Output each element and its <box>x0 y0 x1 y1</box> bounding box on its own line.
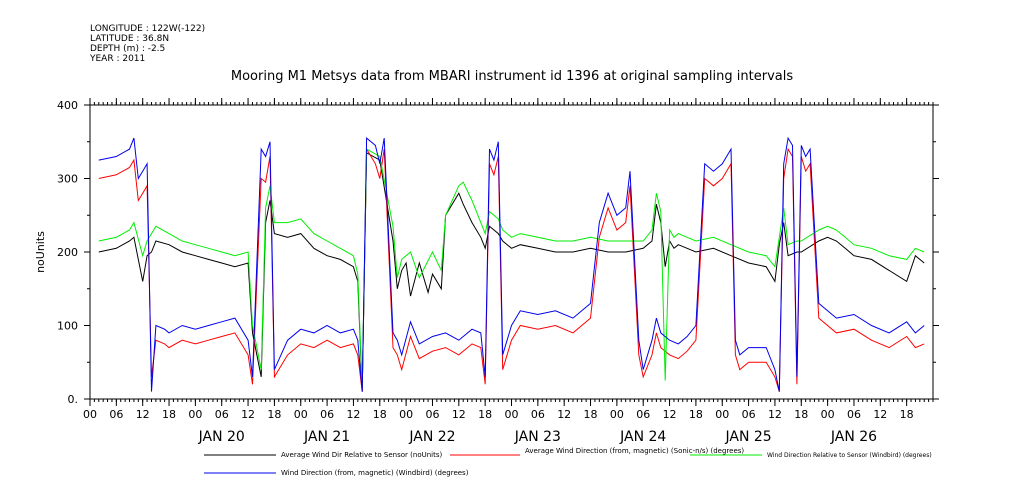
legend-label-wind-direction-relative: Wind Direction Relative to Sensor (Windb… <box>767 452 932 459</box>
x-tick-label: 18 <box>584 408 598 421</box>
x-tick-label: 12 <box>452 408 466 421</box>
meta-year: YEAR : 2011 <box>89 54 145 64</box>
x-tick-label: 06 <box>425 408 439 421</box>
x-day-label: JAN 26 <box>830 429 877 445</box>
series-line-1 <box>98 147 925 392</box>
series-line-2 <box>98 148 925 389</box>
x-tick-label: 12 <box>768 408 782 421</box>
x-day-label: JAN 23 <box>514 429 561 445</box>
series-line-0 <box>98 151 925 392</box>
legend-label-wind-direction-from: Wind Direction (from, magnetic) (Windbir… <box>281 469 469 477</box>
legend-label-avg-wind-direction-text: Average Wind Direction (from, magnetic) … <box>525 447 744 455</box>
x-tick-label: 00 <box>610 408 624 421</box>
x-tick-label: 12 <box>241 408 255 421</box>
x-tick-label: 06 <box>320 408 334 421</box>
x-tick-label: 00 <box>821 408 835 421</box>
chart-title: Mooring M1 Metsys data from MBARI instru… <box>231 69 793 84</box>
x-tick-label: 18 <box>478 408 492 421</box>
x-tick-label: 06 <box>847 408 861 421</box>
x-day-label: JAN 20 <box>198 429 245 445</box>
x-tick-label: 12 <box>557 408 571 421</box>
axis-layer: 0. 100 200 300 400 00 06 12 18 00 06 12 18 00 06 12 18 00… <box>57 98 939 445</box>
x-tick-label: 00 <box>399 408 413 421</box>
x-tick-label: 06 <box>109 408 123 421</box>
x-tick-label: 06 <box>636 408 650 421</box>
x-tick-label: 18 <box>267 408 281 421</box>
y-tick-label: 300 <box>57 173 78 186</box>
y-axis-label: noUnits <box>34 231 47 273</box>
x-tick-label: 00 <box>188 408 202 421</box>
legend-label-avg-wind-direction: Average Wind Direction (from, magnetic) … <box>525 447 744 455</box>
meta-depth: DEPTH (m) : -2.5 <box>90 44 165 54</box>
meta-longitude: LONGITUDE : 122W(-122) <box>90 24 205 34</box>
series-line-3 <box>98 136 925 392</box>
x-day-label: JAN 24 <box>619 429 666 445</box>
y-tick-label: 200 <box>57 246 78 259</box>
x-tick-label: 18 <box>689 408 703 421</box>
x-tick-label: 18 <box>900 408 914 421</box>
x-tick-label: 18 <box>794 408 808 421</box>
plot-frame <box>89 104 934 400</box>
x-tick-label: 12 <box>663 408 677 421</box>
x-tick-label: 06 <box>531 408 545 421</box>
meta-latitude: LATITUDE : 36.8N <box>90 34 169 44</box>
x-tick-label: 18 <box>162 408 176 421</box>
x-day-label: JAN 22 <box>408 429 455 445</box>
series-layer <box>98 136 925 392</box>
x-tick-label: 06 <box>215 408 229 421</box>
x-day-label: JAN 21 <box>303 429 350 445</box>
x-tick-label: 06 <box>742 408 756 421</box>
x-day-label: JAN 25 <box>724 429 771 445</box>
x-tick-label: 00 <box>83 408 97 421</box>
x-tick-label: 12 <box>136 408 150 421</box>
y-tick-label: 0. <box>68 393 79 406</box>
y-tick-label: 100 <box>57 320 78 333</box>
y-tick-label: 400 <box>57 99 78 112</box>
x-tick-label: 18 <box>373 408 387 421</box>
x-tick-label: 12 <box>873 408 887 421</box>
x-tick-label: 00 <box>715 408 729 421</box>
x-tick-label: 00 <box>294 408 308 421</box>
legend: Average Wind Dir Relative to Sensor (noU… <box>204 447 932 477</box>
x-tick-label: 00 <box>505 408 519 421</box>
legend-label-avg-wind-dir-relative: Average Wind Dir Relative to Sensor (noU… <box>281 451 442 459</box>
x-tick-label: 12 <box>346 408 360 421</box>
